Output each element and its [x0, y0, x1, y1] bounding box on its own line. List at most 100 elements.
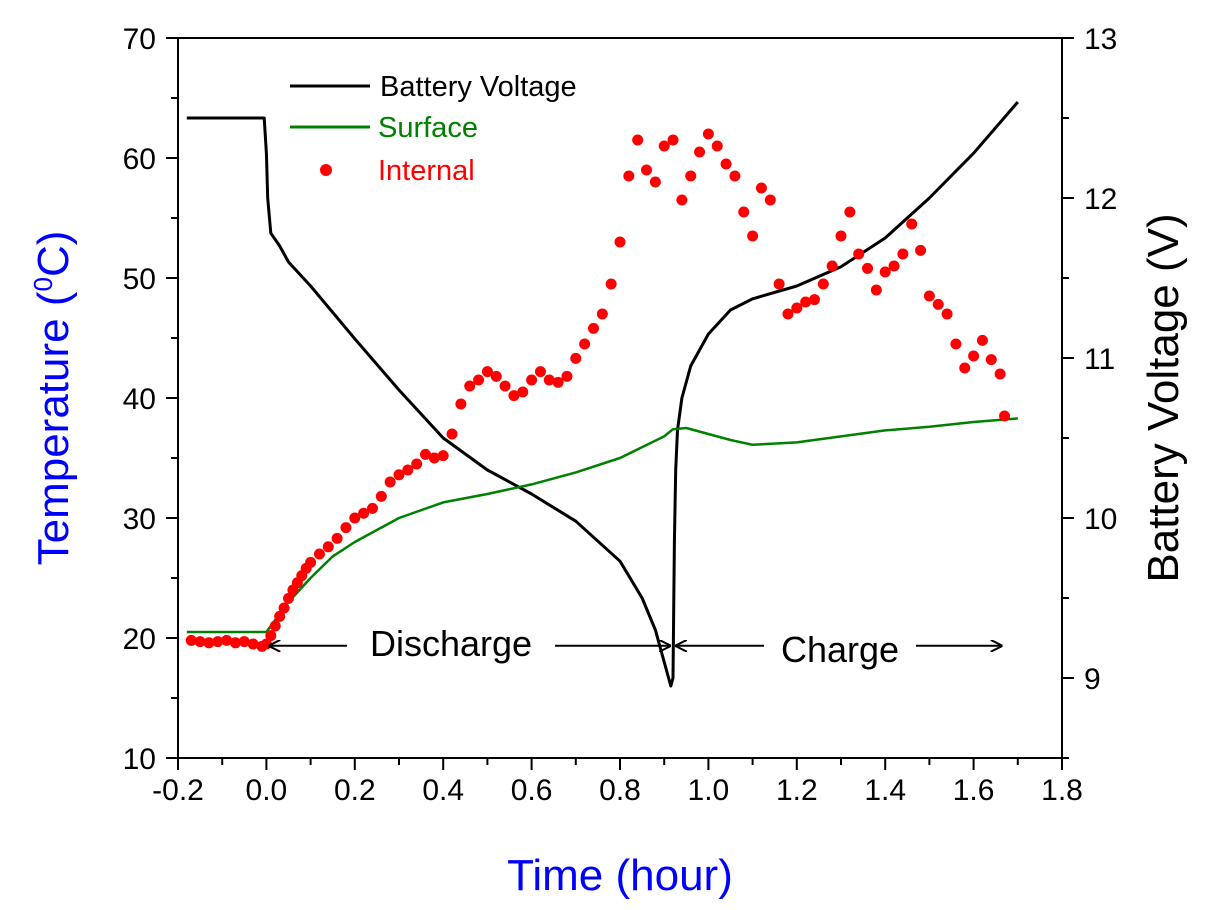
internal-point — [632, 134, 644, 146]
y-left-tick-label: 30 — [123, 503, 156, 536]
internal-point — [835, 230, 847, 242]
internal-point — [694, 146, 706, 158]
internal-point — [685, 170, 697, 182]
internal-point — [534, 366, 546, 378]
internal-point — [366, 502, 378, 514]
legend-label-internal: Internal — [378, 155, 475, 187]
internal-point — [844, 206, 856, 218]
x-axis-title: Time (hour) — [507, 851, 733, 900]
x-tick-label: 0.0 — [246, 774, 288, 807]
internal-point — [552, 376, 564, 388]
internal-point — [305, 556, 317, 568]
x-tick-label: 1.4 — [864, 774, 906, 807]
y-right-tick-label: 12 — [1084, 183, 1117, 216]
internal-point — [428, 452, 440, 464]
y-right-tick-label: 10 — [1084, 503, 1117, 536]
internal-point — [950, 338, 962, 350]
internal-point — [278, 602, 290, 614]
internal-point — [941, 308, 953, 320]
internal-point — [185, 634, 197, 646]
y-axis-title-left-sup: 0 — [28, 277, 58, 291]
x-tick-label: 0.6 — [511, 774, 553, 807]
internal-point — [265, 630, 277, 642]
internal-point — [658, 140, 670, 152]
internal-point — [800, 296, 812, 308]
legend: Battery Voltage Surface Internal — [290, 71, 577, 187]
internal-point — [446, 428, 458, 440]
internal-point — [473, 374, 485, 386]
internal-point — [623, 170, 635, 182]
internal-point — [826, 260, 838, 272]
charge-label: Charge — [781, 629, 899, 670]
internal-point — [614, 236, 626, 248]
y-left-tick-label: 20 — [123, 623, 156, 656]
y-left-tick-label: 60 — [123, 143, 156, 176]
y-axis-title-left-tail: C) — [29, 231, 78, 277]
y-left-tick-label: 40 — [123, 383, 156, 416]
internal-point — [340, 522, 352, 534]
x-tick-label: 1.8 — [1041, 774, 1083, 807]
internal-point — [782, 308, 794, 320]
internal-point — [313, 548, 325, 560]
internal-point — [738, 206, 750, 218]
y-right-tick-label: 13 — [1084, 23, 1117, 56]
internal-point — [464, 380, 476, 392]
internal-point — [247, 638, 259, 650]
internal-point — [229, 637, 241, 649]
internal-point — [676, 194, 688, 206]
internal-point — [755, 182, 767, 194]
ticks-layer: -0.2 0.0 0.2 0.4 0.6 0.8 1.0 1.2 1.4 1.6 1.8 10 20 30… — [123, 23, 1118, 807]
internal-point — [702, 128, 714, 140]
y-left-tick-label: 50 — [123, 263, 156, 296]
x-tick-label: 1.0 — [688, 774, 730, 807]
internal-point — [853, 248, 865, 260]
legend-label-surface: Surface — [378, 112, 478, 144]
series-layer — [185, 101, 1019, 688]
plot-frame — [177, 37, 1063, 759]
internal-point — [393, 469, 405, 481]
internal-point — [517, 386, 529, 398]
x-tick-label: -0.2 — [152, 774, 204, 807]
y-left-tick-label: 10 — [123, 743, 156, 776]
y-right-tick-label: 11 — [1084, 343, 1115, 376]
internal-point — [888, 260, 900, 272]
internal-point — [526, 374, 538, 386]
internal-point — [384, 476, 396, 488]
internal-point — [641, 164, 653, 176]
discharge-label: Discharge — [370, 623, 532, 664]
internal-point — [269, 620, 281, 632]
internal-point — [994, 368, 1006, 380]
internal-point — [897, 248, 909, 260]
internal-point — [331, 532, 343, 544]
internal-point — [587, 322, 599, 334]
internal-point — [817, 278, 829, 290]
internal-point — [862, 262, 874, 274]
y-axis-title-right: Battery Voltage (V) — [1139, 213, 1188, 582]
internal-point — [773, 278, 785, 290]
internal-point — [212, 636, 224, 648]
internal-point — [402, 464, 414, 476]
internal-point — [729, 170, 741, 182]
internal-point — [203, 637, 215, 649]
internal-point — [238, 636, 250, 648]
internal-point — [764, 194, 776, 206]
internal-point — [194, 636, 206, 648]
y-left-tick-label: 70 — [123, 23, 156, 56]
y-axis-title-left-main: Temperature ( — [29, 291, 78, 565]
x-tick-label: 0.8 — [599, 774, 641, 807]
y-axis-title-left: Temperature (0C) — [28, 231, 78, 566]
internal-point — [808, 294, 820, 306]
surface-line — [186, 417, 1018, 634]
internal-point — [283, 592, 294, 604]
internal-point — [490, 370, 502, 382]
internal-point — [667, 134, 679, 146]
internal-point — [791, 302, 803, 314]
x-tick-label: 1.2 — [776, 774, 818, 807]
internal-point — [870, 284, 882, 296]
internal-point — [570, 352, 582, 364]
internal-point — [375, 490, 387, 502]
y-right-tick-label: 9 — [1084, 663, 1101, 696]
internal-point — [543, 374, 555, 386]
internal-point — [349, 512, 361, 524]
internal-point — [499, 380, 511, 392]
